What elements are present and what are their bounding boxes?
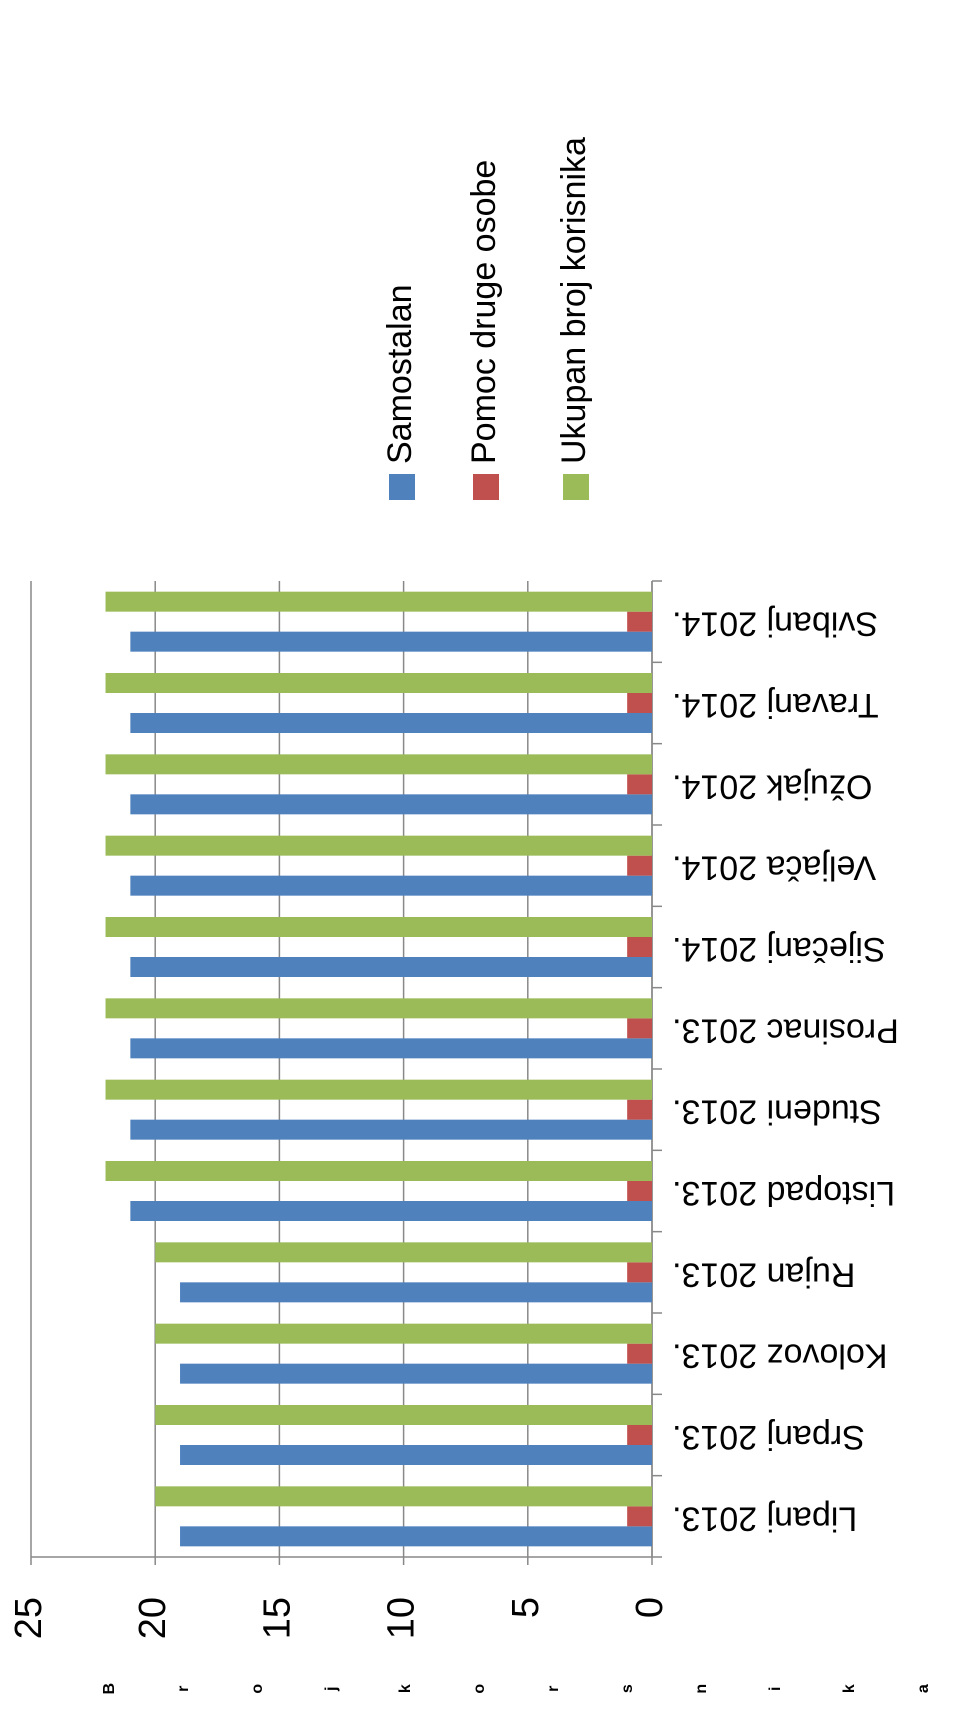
bar: [105, 1079, 652, 1100]
x-tick-label: Svibanj 2014.: [672, 605, 878, 643]
legend-label: Ukupan broj korisnika: [555, 137, 593, 464]
y-tick-label: 20: [132, 1597, 174, 1639]
bar: [627, 774, 652, 795]
bar: [130, 713, 653, 733]
bar: [105, 591, 652, 612]
bar: [627, 855, 652, 876]
x-tick-label: Srpanj 2013.: [672, 1418, 865, 1456]
bar: [627, 1425, 652, 1445]
y-tick-label: 25: [8, 1597, 50, 1639]
x-tick-label: Listopad 2013.: [672, 1174, 895, 1212]
legend-swatch: [563, 474, 589, 500]
bar: [105, 1161, 652, 1181]
bar: [155, 1323, 652, 1344]
bar: [130, 1119, 653, 1140]
bar: [105, 835, 652, 856]
legend-swatch: [473, 474, 499, 500]
bar: [627, 937, 652, 957]
bar: [155, 1405, 652, 1425]
legend-label: Pomoc druge osobe: [465, 160, 503, 464]
bar: [155, 1486, 652, 1507]
y-tick-label: 5: [505, 1597, 547, 1618]
x-tick-label: Veljača 2014.: [672, 849, 876, 887]
x-tick-label: Rujan 2013.: [672, 1255, 855, 1293]
bar: [155, 1242, 652, 1263]
bar: [627, 1262, 652, 1283]
bar: [105, 754, 652, 775]
bar: [105, 998, 652, 1019]
legend-label: Samostalan: [381, 284, 419, 464]
y-tick-label: 10: [381, 1597, 423, 1639]
y-tick-label: 15: [256, 1597, 298, 1639]
legend-swatch: [389, 474, 415, 500]
y-axis-label: B r o j k o r s n i k a: [101, 1680, 952, 1697]
bar: [130, 1201, 653, 1221]
x-tick-label: Siječanj 2014.: [672, 930, 886, 968]
bar: [627, 1181, 652, 1201]
bar: [130, 957, 653, 977]
x-tick-label: Lipanj 2013.: [672, 1499, 857, 1537]
x-tick-label: Ožujak 2014.: [672, 767, 872, 805]
bar: [105, 673, 652, 693]
rotated-chart: 0 5 10 15 20 25 B r o j k o r s n i k a Lipanj …: [8, 137, 952, 1697]
bar: [627, 1099, 652, 1120]
bar: [130, 875, 653, 896]
x-tick-label: Prosinac 2013.: [672, 1011, 899, 1049]
bar: [130, 631, 653, 652]
x-tick-label: Kolovoz 2013.: [672, 1337, 888, 1375]
bar: [130, 794, 653, 815]
bar: [180, 1445, 652, 1465]
bar: [130, 1038, 653, 1059]
bar: [180, 1526, 652, 1547]
bar: [180, 1363, 652, 1384]
bar: [627, 1343, 652, 1364]
y-tick-label: 0: [629, 1597, 671, 1618]
bar: [105, 917, 652, 937]
bar: [627, 693, 652, 713]
bar: [627, 611, 652, 632]
x-tick-label: Travanj 2014.: [672, 686, 879, 724]
x-tick-label: Studeni 2013.: [672, 1093, 882, 1131]
bar: [627, 1506, 652, 1527]
bar: [627, 1018, 652, 1039]
bar: [180, 1282, 652, 1303]
